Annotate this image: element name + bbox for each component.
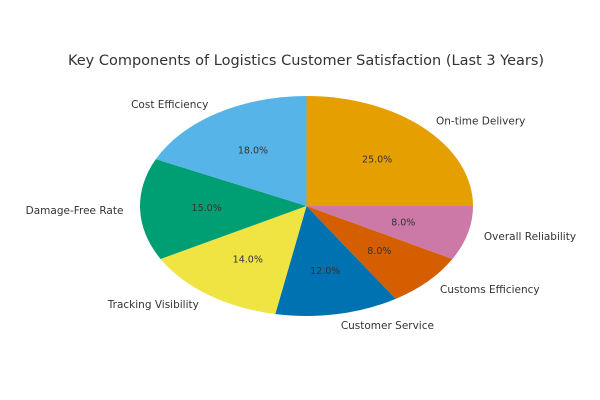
category-label: Customs Efficiency — [440, 284, 540, 296]
category-label: Cost Efficiency — [131, 99, 208, 111]
category-label: Tracking Visibility — [107, 299, 199, 311]
pie-slice-tracking-visibility — [160, 206, 307, 315]
pie-slice-customer-service — [275, 206, 396, 316]
percent-label: 15.0% — [192, 203, 222, 214]
pie-slice-customs-efficiency — [306, 206, 453, 299]
pie-slice-damage-free-rate — [140, 159, 307, 259]
pie-slice-cost-efficiency — [155, 96, 307, 206]
percent-labels: 25.0% 8.0% 8.0% 12.0% 14.0% 15.0% 18.0% — [192, 145, 416, 277]
category-label: Overall Reliability — [484, 231, 576, 243]
percent-label: 12.0% — [310, 266, 340, 277]
percent-label: 8.0% — [391, 217, 415, 228]
category-labels: On-time Delivery Overall Reliability Custo… — [26, 99, 576, 332]
percent-label: 8.0% — [367, 246, 391, 257]
percent-label: 14.0% — [233, 254, 263, 265]
pie-slices — [140, 96, 473, 316]
chart-title: Key Components of Logistics Customer Sat… — [68, 53, 544, 69]
pie-slice-overall-reliability — [306, 206, 473, 259]
percent-label: 25.0% — [362, 154, 392, 165]
pie-slice-on-time-delivery — [306, 96, 473, 206]
category-label: Damage-Free Rate — [26, 205, 124, 217]
category-label: On-time Delivery — [436, 115, 525, 127]
category-label: Customer Service — [341, 320, 434, 332]
percent-label: 18.0% — [238, 145, 268, 156]
